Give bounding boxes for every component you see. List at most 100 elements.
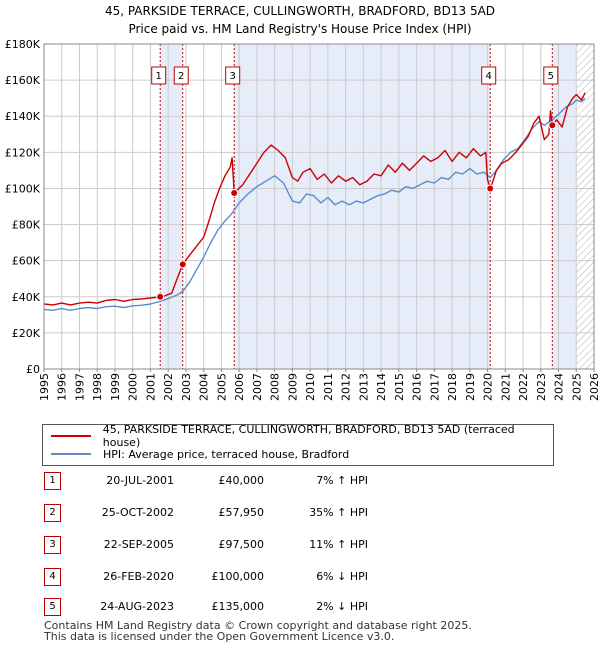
x-tick-label: 2006 [233, 373, 246, 401]
chart-title-address: 45, PARKSIDE TERRACE, CULLINGWORTH, BRAD… [104, 4, 496, 18]
sale-price: £57,950 [218, 506, 265, 519]
sale-number-label: 3 [230, 71, 236, 82]
sale-marker-badge: 4 [44, 568, 61, 586]
x-tick-label: 2017 [428, 373, 441, 401]
y-tick-label: £40K [12, 291, 41, 304]
sale-number-label: 5 [548, 71, 554, 82]
x-tick-label: 2001 [144, 373, 157, 401]
x-tick-label: 2000 [127, 373, 140, 401]
sale-number-label: 4 [486, 71, 492, 82]
y-tick-label: £140K [5, 110, 41, 123]
sale-row: 2 25-OCT-2002 £57,950 35% ↑ HPI [42, 502, 562, 522]
y-tick-label: £100K [5, 182, 41, 195]
sale-row: 3 22-SEP-2005 £97,500 11% ↑ HPI [42, 534, 562, 554]
x-tick-label: 2002 [162, 373, 175, 401]
y-tick-label: £60K [12, 255, 41, 268]
legend-property-line-icon [51, 435, 91, 437]
chart-title-subtitle: Price paid vs. HM Land Registry's House … [128, 22, 472, 36]
sale-price: £97,500 [218, 538, 265, 551]
x-tick-label: 2019 [464, 373, 477, 401]
forecast-hatch [576, 44, 594, 369]
sale-price: £135,000 [211, 600, 265, 613]
sale-price: £100,000 [211, 570, 265, 583]
chart-legend: 45, PARKSIDE TERRACE, CULLINGWORTH, BRAD… [42, 423, 554, 466]
sale-point [156, 292, 165, 301]
plot-frame [43, 43, 595, 370]
x-tick-label: 2018 [446, 373, 459, 401]
x-tick-label: 2011 [322, 373, 335, 401]
sale-date: 22-SEP-2005 [103, 538, 174, 551]
series-line [43, 92, 586, 306]
x-tick-label: 2021 [499, 373, 512, 401]
sale-point [230, 188, 239, 197]
sale-hpi-change: 11% ↑ HPI [309, 538, 368, 551]
footer-copyright: Contains HM Land Registry data © Crown c… [44, 619, 472, 632]
sale-price: £40,000 [218, 474, 265, 487]
sale-number-label: 1 [156, 71, 162, 82]
sale-marker-badge: 1 [44, 472, 61, 490]
sale-marker-badge: 3 [44, 536, 61, 554]
sale-row: 1 20-JUL-2001 £40,000 7% ↑ HPI [42, 470, 562, 490]
x-tick-label: 2009 [286, 373, 299, 401]
legend-property-label: 45, PARKSIDE TERRACE, CULLINGWORTH, BRAD… [102, 423, 515, 449]
x-tick-label: 1996 [56, 373, 69, 401]
footer-licence: This data is licensed under the Open Gov… [44, 630, 395, 643]
x-tick-label: 1995 [38, 373, 51, 401]
x-tick-label: 1999 [109, 373, 122, 401]
y-tick-label: £0 [26, 363, 40, 376]
x-tick-label: 2008 [269, 373, 282, 401]
x-tick-label: 2025 [570, 373, 583, 401]
sale-point [178, 260, 187, 269]
x-tick-label: 2003 [180, 373, 193, 401]
x-tick-label: 2012 [340, 373, 353, 401]
sale-hpi-change: 2% ↓ HPI [316, 600, 368, 613]
x-tick-label: 1998 [91, 373, 104, 401]
legend-hpi: HPI: Average price, terraced house, Brad… [51, 446, 349, 462]
sale-date: 24-AUG-2023 [100, 600, 174, 613]
sale-marker-badge: 2 [44, 504, 61, 522]
x-tick-label: 1997 [73, 373, 86, 401]
sale-number-box [481, 66, 497, 85]
sale-hpi-change: 7% ↑ HPI [316, 474, 368, 487]
sale-hpi-change: 6% ↓ HPI [316, 570, 368, 583]
sale-marker-badge: 5 [44, 598, 61, 616]
x-tick-label: 2023 [535, 373, 548, 401]
series-line [43, 97, 586, 311]
y-tick-label: £20K [12, 327, 41, 340]
y-tick-label: £180K [5, 38, 41, 51]
y-tick-label: £80K [12, 219, 41, 232]
x-tick-label: 2015 [393, 373, 406, 401]
sale-hpi-change: 35% ↑ HPI [309, 506, 368, 519]
sale-number-box [173, 66, 189, 85]
sale-number-label: 2 [178, 71, 184, 82]
sale-point [486, 184, 495, 193]
sale-row: 5 24-AUG-2023 £135,000 2% ↓ HPI [42, 596, 562, 616]
x-tick-label: 2010 [304, 373, 317, 401]
x-tick-label: 2016 [411, 373, 424, 401]
y-tick-label: £120K [5, 146, 41, 159]
sale-point [548, 121, 557, 130]
sale-number-box [151, 66, 167, 85]
x-tick-label: 2014 [375, 373, 388, 401]
x-tick-label: 2022 [517, 373, 530, 401]
legend-property: 45, PARKSIDE TERRACE, CULLINGWORTH, BRAD… [51, 423, 553, 449]
shaded-period [234, 44, 491, 369]
x-tick-label: 2004 [198, 373, 211, 401]
sale-date: 25-OCT-2002 [101, 506, 174, 519]
shaded-period [552, 44, 577, 369]
shaded-period [160, 44, 183, 369]
price-chart: 1 2 3 4 5 £0 £20K £40K £60K £80K £100K £120K £140K £… [5, 38, 600, 401]
y-tick-label: £160K [5, 74, 41, 87]
sale-date: 26-FEB-2020 [103, 570, 174, 583]
sale-row: 4 26-FEB-2020 £100,000 6% ↓ HPI [42, 566, 562, 586]
legend-hpi-line-icon [51, 453, 91, 455]
x-tick-label: 2013 [357, 373, 370, 401]
x-tick-label: 2007 [251, 373, 264, 401]
x-tick-label: 2026 [588, 373, 600, 401]
x-tick-label: 2020 [482, 373, 495, 401]
x-tick-label: 2024 [553, 373, 566, 401]
x-tick-label: 2005 [215, 373, 228, 401]
legend-hpi-label: HPI: Average price, terraced house, Brad… [103, 447, 350, 461]
sale-date: 20-JUL-2001 [106, 474, 174, 487]
sale-number-box [543, 66, 559, 85]
